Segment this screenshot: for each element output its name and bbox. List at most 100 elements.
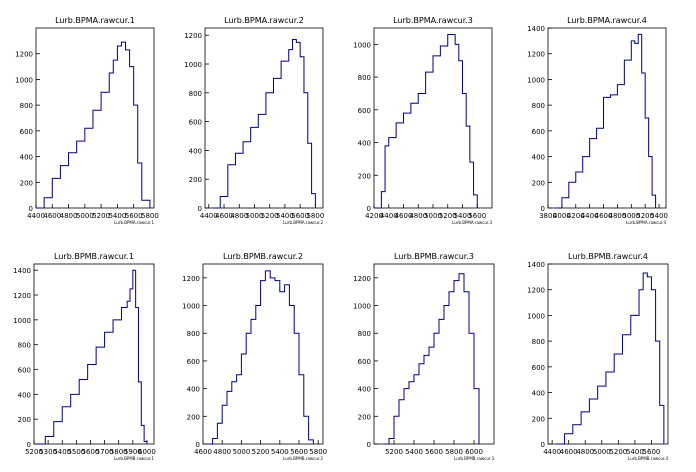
plot-frame	[204, 27, 324, 209]
x-tick-label: 5300	[39, 448, 57, 456]
x-tick-label: 5600	[125, 212, 143, 220]
x-tick-label: 4400	[200, 212, 218, 220]
x-tick-label: 5600	[425, 448, 443, 456]
y-tick-label: 200	[532, 415, 545, 423]
x-tick-label: 5700	[96, 448, 114, 456]
x-axis-label: Lurb.BPMA.rawcur.4	[626, 220, 666, 225]
y-tick-label: 1400	[527, 25, 545, 33]
x-tick-label: 5800	[309, 448, 327, 456]
y-tick-label: 0	[367, 441, 371, 449]
x-tick-label: 4600	[43, 212, 61, 220]
x-tick-label: 5200	[25, 448, 43, 456]
y-tick-label: 400	[187, 386, 200, 394]
x-tick-label: 5800	[110, 448, 128, 456]
x-axis-label: Lurb.BPMB.rawcur.3	[454, 456, 494, 461]
y-tick-label: 1400	[527, 261, 545, 269]
y-tick-label: 200	[187, 413, 200, 421]
chart-panel-8: 0 200 400 600 800 1000 1200 1400 440046004800500…	[527, 250, 668, 461]
y-tick-label: 200	[189, 176, 202, 184]
y-tick-label: 1000	[353, 303, 371, 311]
x-tick-label: 4800	[213, 448, 231, 456]
y-tick-label: 200	[358, 172, 371, 180]
x-tick-label: 5600	[82, 448, 100, 456]
histogram-series	[554, 33, 657, 209]
y-tick-label: 1200	[182, 275, 200, 283]
x-tick-label: 4600	[194, 448, 212, 456]
title-box	[222, 250, 304, 262]
y-tick-label: 600	[20, 128, 33, 136]
chart-title: Lurb.BPMA.rawcur.1	[55, 16, 135, 25]
title-box	[392, 14, 474, 26]
title-box	[53, 250, 135, 262]
x-axis-label: Lurb.BPMB.rawcur.2	[283, 456, 323, 461]
y-tick-label: 1200	[527, 287, 545, 295]
y-tick-label: 400	[20, 154, 33, 162]
y-tick-label: 1400	[13, 267, 31, 275]
chart-panel-6: 0 200 400 600 800 1000 1200 4600 4800 5000 5200 540…	[182, 250, 327, 461]
chart-title: Lurb.BPMB.rawcur.3	[394, 252, 474, 261]
histogram-series	[556, 272, 665, 445]
title-box	[223, 14, 305, 26]
x-tick-label: 4200	[567, 212, 585, 220]
x-axis-label: Lurb.BPMA.rawcur.1	[114, 220, 154, 225]
y-tick-label: 200	[358, 413, 371, 421]
chart-panel-4: 0 200 400 600 800 1000 1200 1400 380040004200440…	[527, 14, 668, 225]
x-tick-label: 5500	[67, 448, 85, 456]
title-box	[566, 14, 648, 26]
plot-frame	[373, 263, 495, 445]
x-tick-label: 4400	[27, 212, 45, 220]
y-tick-label: 1200	[13, 292, 31, 300]
histogram-series	[212, 39, 316, 209]
y-tick-label: 0	[541, 205, 545, 213]
chart-title: Lurb.BPMB.rawcur.1	[54, 252, 134, 261]
x-tick-label: 4800	[409, 212, 427, 220]
y-tick-label: 0	[198, 205, 202, 213]
y-tick-label: 0	[29, 205, 33, 213]
y-tick-label: 600	[18, 367, 31, 375]
y-tick-label: 600	[358, 358, 371, 366]
y-tick-label: 600	[532, 128, 545, 136]
y-tick-label: 800	[187, 330, 200, 338]
y-tick-label: 1000	[182, 303, 200, 311]
x-axis-label: Lurb.BPMB.rawcur.4	[628, 456, 668, 461]
x-tick-label: 5800	[306, 212, 324, 220]
y-tick-label: 800	[20, 102, 33, 110]
y-tick-label: 800	[532, 102, 545, 110]
y-tick-label: 200	[18, 416, 31, 424]
x-tick-label: 5800	[445, 448, 463, 456]
x-tick-label: 4400	[581, 212, 599, 220]
title-box	[567, 250, 649, 262]
x-axis-label: Lurb.BPMB.rawcur.1	[114, 456, 154, 461]
x-tick-label: 5400	[626, 448, 644, 456]
y-tick-label: 800	[189, 90, 202, 98]
y-tick-label: 400	[18, 391, 31, 399]
histogram-series	[36, 41, 151, 209]
x-tick-label: 4800	[608, 212, 626, 220]
x-tick-label: 6000	[138, 448, 156, 456]
histogram-series	[384, 273, 480, 445]
y-tick-label: 1200	[527, 51, 545, 59]
x-tick-label: 5900	[124, 448, 142, 456]
chart-title: Lurb.BPMB.rawcur.4	[568, 252, 648, 261]
chart-title: Lurb.BPMB.rawcur.2	[223, 252, 303, 261]
y-tick-label: 400	[532, 154, 545, 162]
y-tick-label: 1000	[353, 41, 371, 49]
x-tick-label: 5200	[636, 212, 654, 220]
histogram-series	[36, 269, 148, 445]
x-axis-label: Lurb.BPMA.rawcur.3	[452, 220, 492, 225]
x-tick-label: 4800	[60, 212, 78, 220]
x-tick-label: 5800	[141, 212, 159, 220]
y-tick-label: 800	[532, 338, 545, 346]
x-tick-label: 3800	[539, 212, 557, 220]
chart-title: Lurb.BPMA.rawcur.4	[567, 16, 647, 25]
x-tick-label: 5000	[246, 212, 264, 220]
y-tick-label: 1200	[353, 275, 371, 283]
title-box	[54, 14, 136, 26]
y-tick-label: 1200	[184, 32, 202, 40]
x-tick-label: 5000	[232, 448, 250, 456]
y-tick-label: 600	[532, 364, 545, 372]
plot-frame	[547, 27, 667, 209]
y-tick-label: 600	[358, 107, 371, 115]
y-tick-label: 1000	[15, 76, 33, 84]
x-axis-label: Lurb.BPMA.rawcur.2	[283, 220, 323, 225]
